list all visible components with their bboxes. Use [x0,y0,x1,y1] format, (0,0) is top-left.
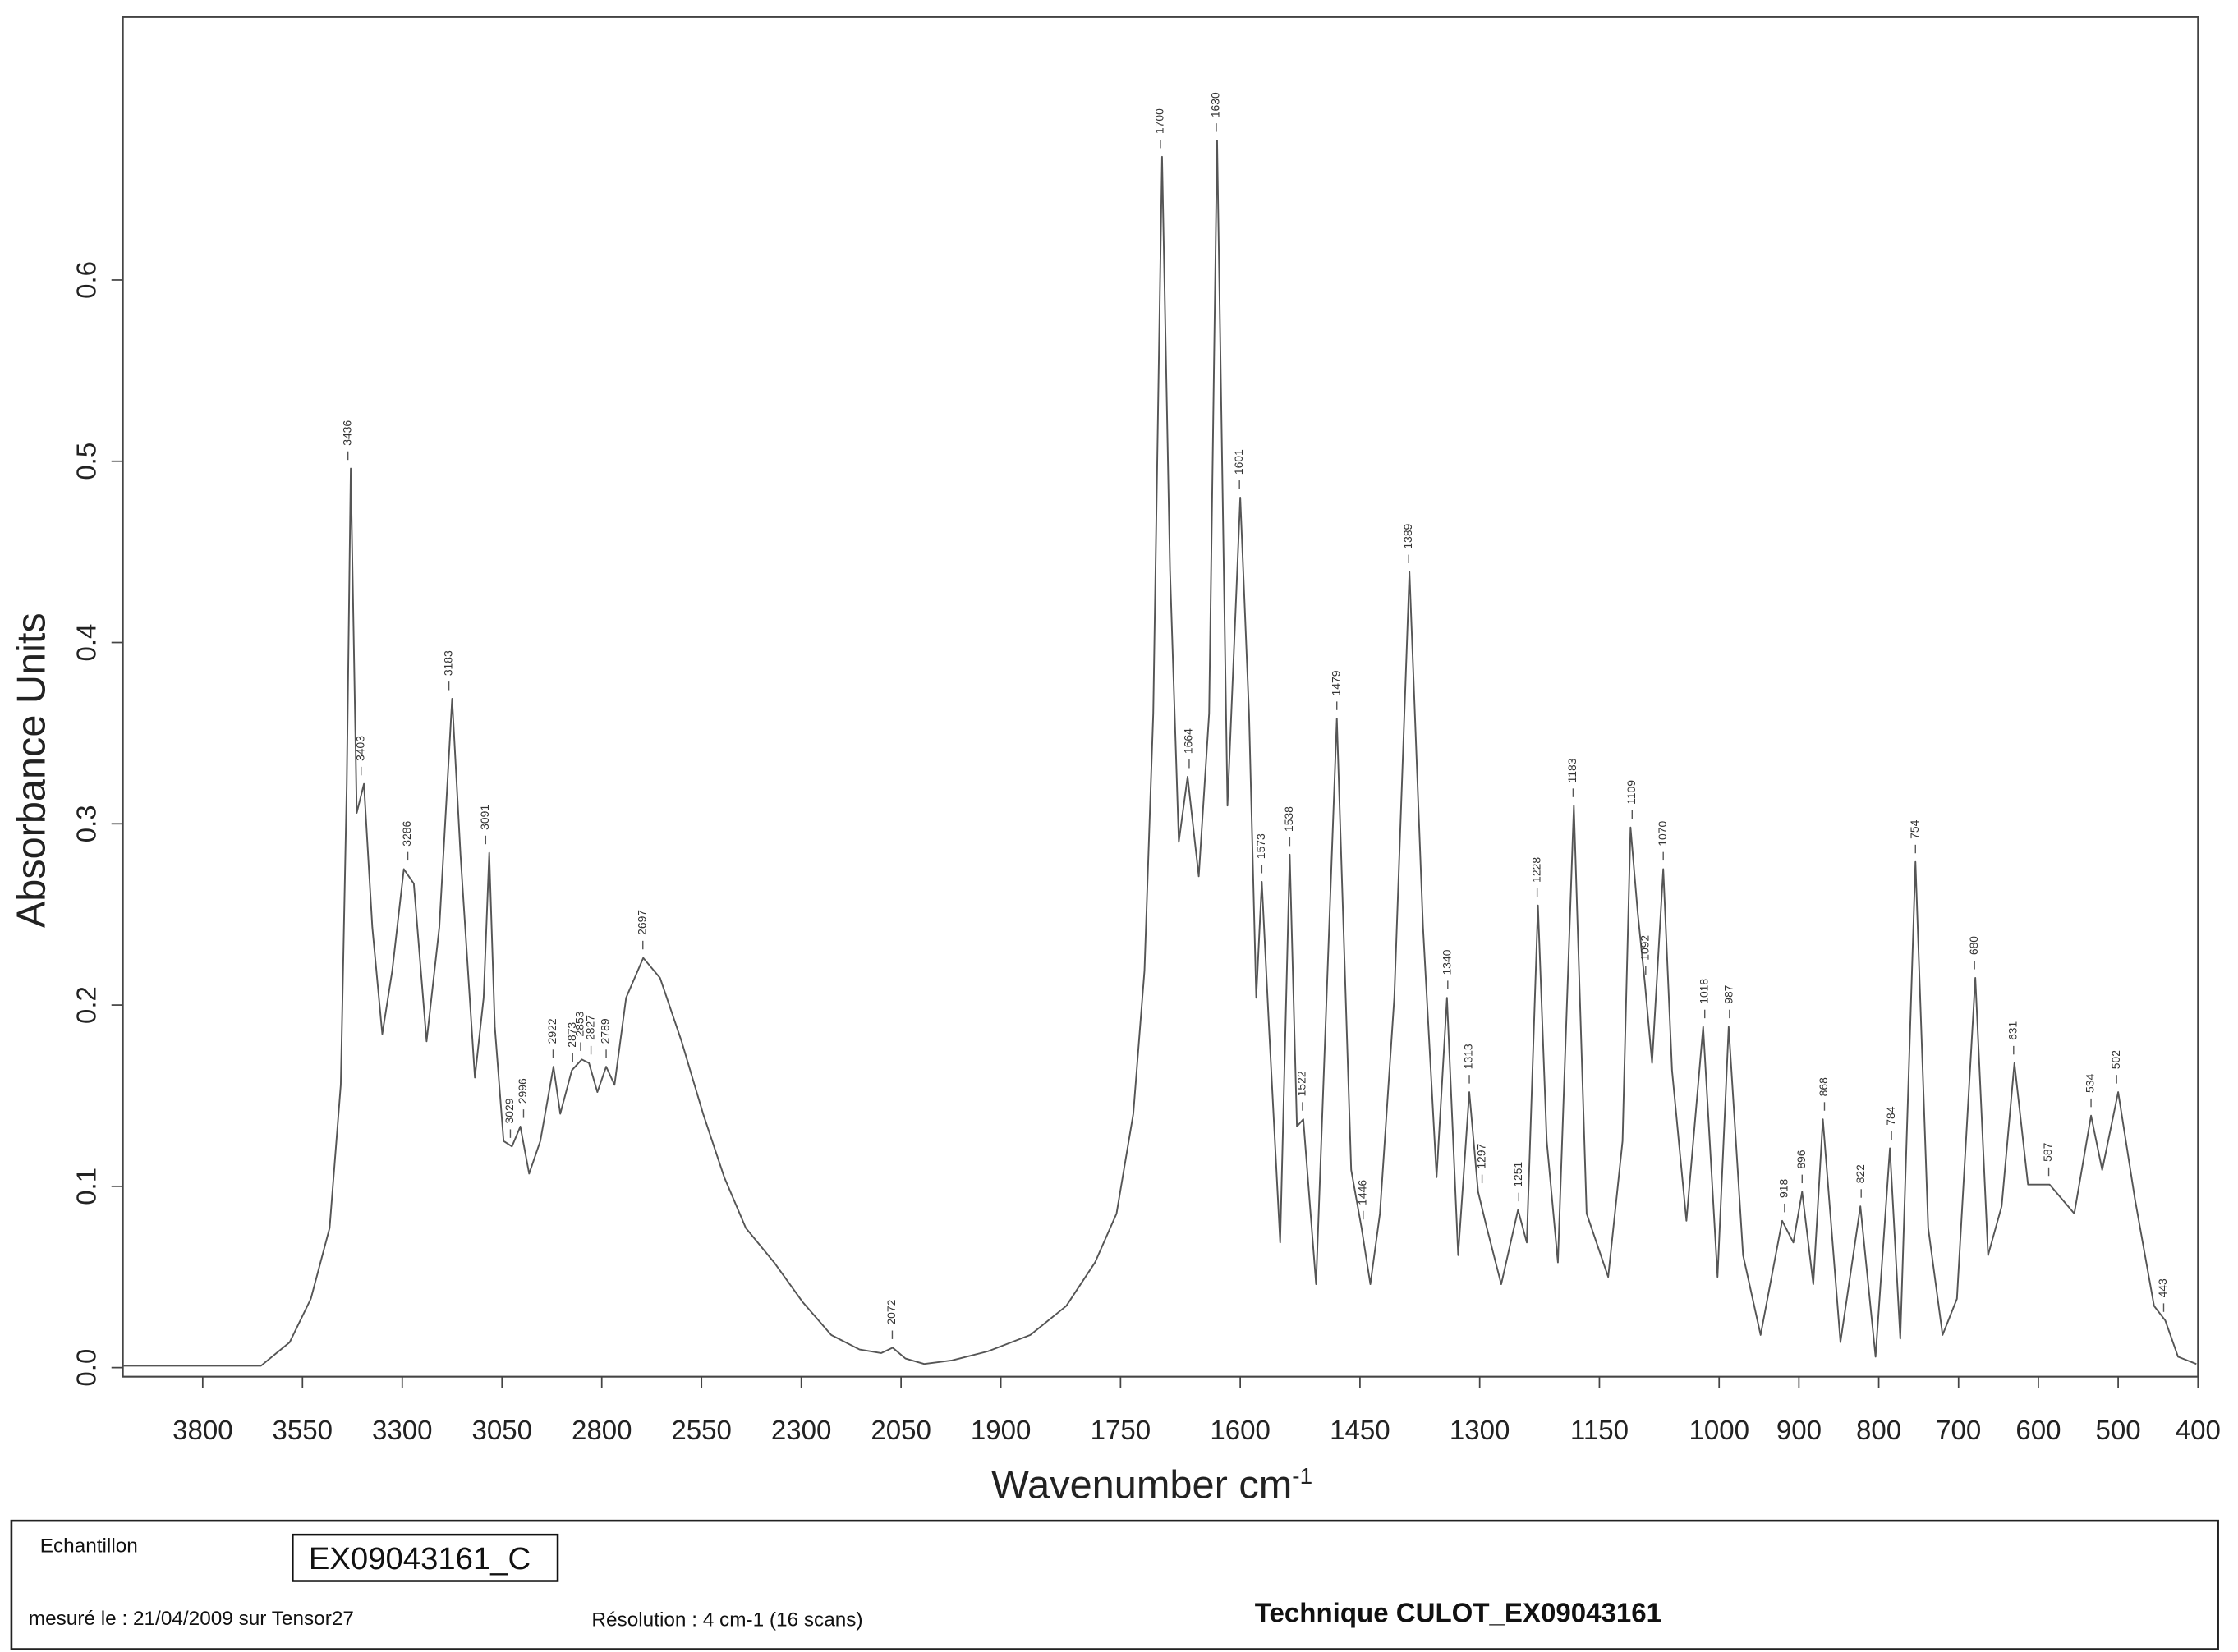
peak-label: 3029 [503,1098,516,1123]
peak-label: 2853 [573,1011,586,1036]
peak-label: 443 [2156,1278,2169,1297]
peak-label: 2789 [599,1018,612,1044]
peak-label: 680 [1967,936,1980,955]
footer-box [10,1519,2219,1650]
peak-label: 987 [1722,984,1735,1003]
resolution: Résolution : 4 cm-1 (16 scans) [591,1609,862,1631]
peak-label: 1228 [1529,857,1542,883]
x-tick-label: 1750 [1091,1415,1151,1445]
measured: mesuré le : 21/04/2009 sur Tensor27 [29,1608,354,1630]
x-tick-label: 2300 [771,1415,832,1445]
peak-label: 2922 [545,1018,558,1044]
peak-label: 631 [2006,1021,2019,1039]
x-axis-title-main: Wavenumber cm [991,1462,1292,1507]
y-tick-label: 0.4 [71,624,102,662]
y-tick-label: 0.3 [71,805,102,842]
peak-label: 1313 [1462,1044,1475,1069]
peak-label: 1630 [1209,92,1222,117]
peak-label: 587 [2041,1142,2054,1161]
sample-id: EX09043161_C [309,1541,531,1576]
peak-label: 534 [2084,1073,2097,1092]
peak-label: 1664 [1182,728,1195,754]
sample-label: Echantillon [40,1535,138,1557]
peak-label: 3091 [478,805,491,830]
peak-label: 896 [1795,1150,1808,1168]
x-tick-label: 700 [1936,1415,1981,1445]
peak-label: 2827 [583,1015,596,1040]
y-tick-label: 0.5 [71,443,102,480]
x-tick-label: 800 [1856,1415,1901,1445]
peak-label: 502 [2109,1050,2122,1069]
x-tick-label: 2050 [871,1415,931,1445]
peak-label: 1070 [1656,821,1669,847]
sample-id-frame [291,1533,559,1582]
x-tick-label: 900 [1776,1415,1822,1445]
x-tick-label: 1450 [1330,1415,1390,1445]
x-tick-label: 1150 [1570,1415,1629,1445]
x-tick-label: 1000 [1689,1415,1749,1445]
peak-label: 1601 [1232,449,1245,475]
peak-label: 3403 [353,736,366,761]
x-tick-label: 1600 [1210,1415,1271,1445]
technique: Technique CULOT_EX09043161 [1255,1598,1661,1628]
x-tick-label: 2800 [572,1415,632,1445]
peak-label: 1018 [1697,979,1710,1004]
peak-label: 2697 [635,910,648,935]
peak-label: 1251 [1511,1162,1524,1187]
peak-label: 2873 [565,1022,578,1048]
peak-label: 1479 [1329,670,1342,695]
peak-label: 1446 [1355,1180,1368,1205]
x-tick-label: 600 [2015,1415,2061,1445]
peak-label: 3286 [400,821,413,847]
peak-label: 1183 [1565,758,1579,782]
peak-label: 918 [1777,1179,1790,1198]
y-tick-label: 0.6 [71,261,102,299]
peak-label: 754 [1908,819,1921,838]
peak-label: 1522 [1295,1071,1308,1096]
x-tick-label: 400 [2176,1415,2221,1445]
peak-label: 2996 [516,1078,529,1104]
peak-label: 868 [1817,1077,1830,1096]
y-tick-label: 0.2 [71,986,102,1024]
footer: Echantillon EX09043161_C mesuré le : 21/… [10,1519,2219,1650]
peak-label: 1538 [1282,806,1295,832]
peak-label: 1092 [1638,935,1651,961]
y-tick-label: 0.0 [71,1349,102,1387]
spectrum-line [122,140,2197,1367]
peak-label: 1700 [1153,108,1166,134]
sample-id-box: EX09043161_C [291,1533,559,1582]
peak-label: 3436 [340,420,353,446]
peak-label: 1109 [1625,780,1638,805]
x-tick-label: 1300 [1450,1415,1510,1445]
peak-label: 3183 [441,650,454,676]
peak-label: 1297 [1474,1143,1487,1168]
peak-label: 1340 [1440,949,1453,975]
peak-label: 1389 [1401,523,1414,548]
peak-label: 784 [1884,1106,1897,1125]
x-tick-label: 3300 [372,1415,433,1445]
y-axis-title: Absorbance Units [10,613,54,928]
x-tick-label: 3800 [172,1415,233,1445]
peak-label: 822 [1854,1164,1867,1183]
x-tick-label: 1900 [971,1415,1032,1445]
peak-label: 1573 [1254,833,1267,859]
x-tick-label: 2550 [671,1415,732,1445]
peak-label: 2072 [885,1299,898,1324]
x-tick-label: 3550 [273,1415,333,1445]
x-tick-label: 3050 [471,1415,532,1445]
x-axis-title-sup: -1 [1292,1463,1312,1489]
plot-frame [122,16,2199,1378]
x-tick-label: 500 [2096,1415,2141,1445]
x-axis-title: Wavenumber cm-1 [991,1462,1312,1507]
y-tick-label: 0.1 [71,1168,102,1205]
